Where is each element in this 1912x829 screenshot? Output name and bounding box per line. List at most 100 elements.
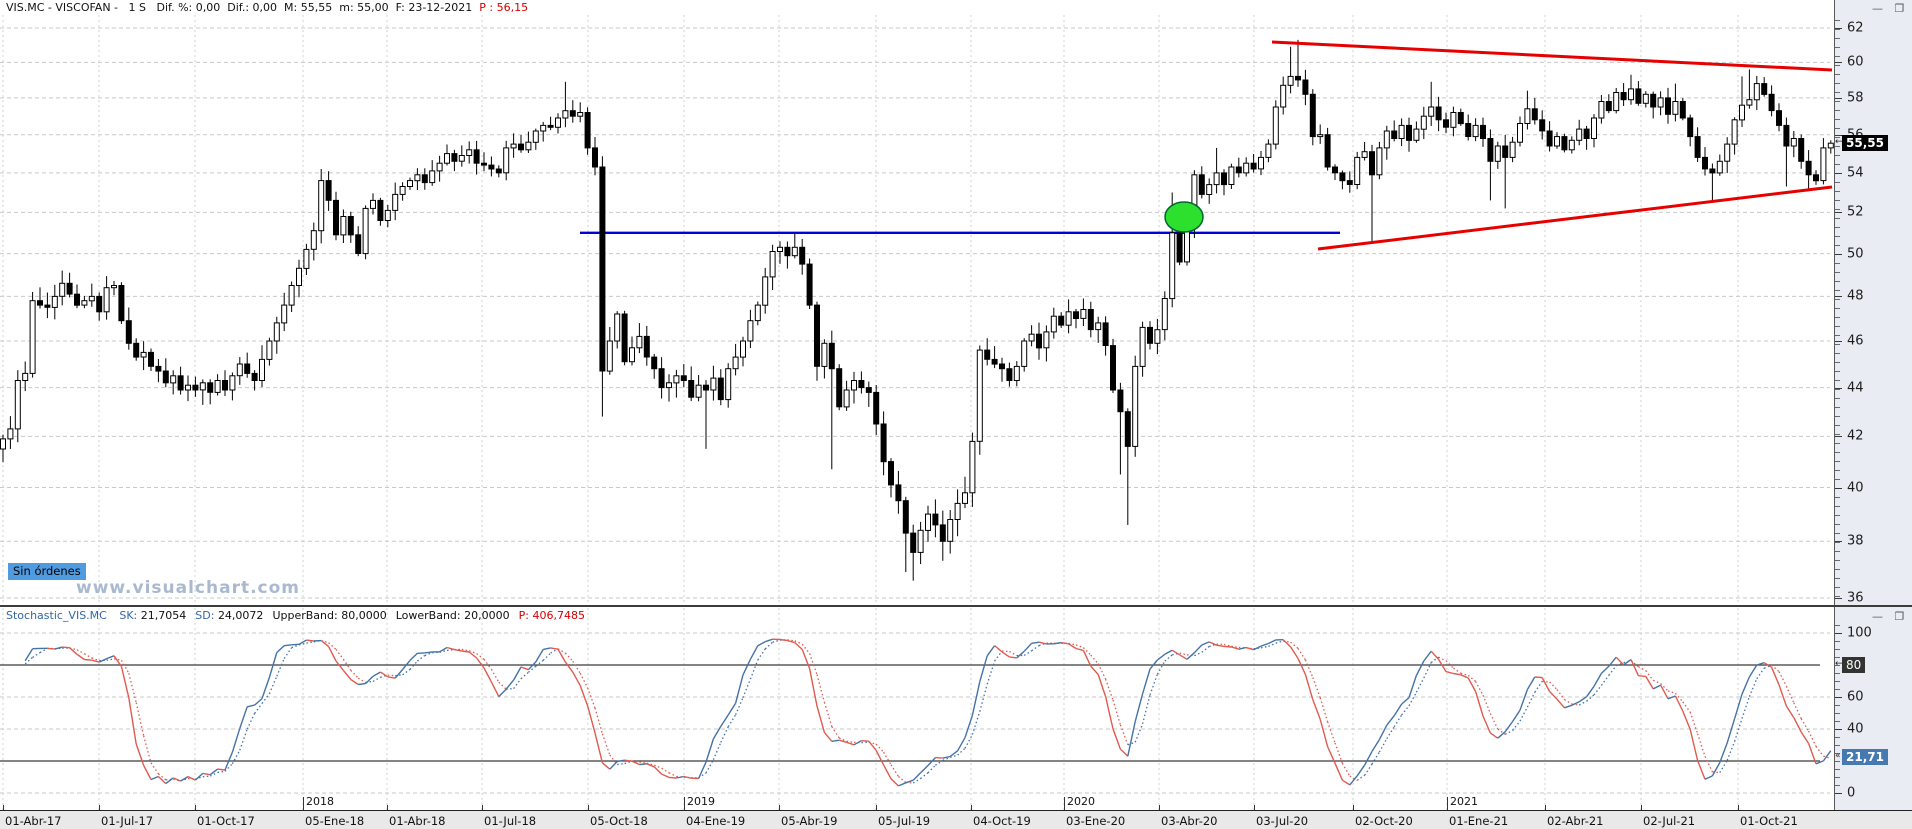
candle-body <box>333 199 339 236</box>
stoch-sd-line <box>1623 659 1632 664</box>
candle-body <box>503 147 510 174</box>
stoch-sd-line <box>527 665 537 673</box>
stoch-sd-line <box>601 733 611 756</box>
stoch-sd-line <box>1800 718 1810 732</box>
stoch-sk-line <box>601 762 611 770</box>
candle-body <box>1272 106 1279 145</box>
minimize-icon[interactable]: — <box>1872 2 1887 15</box>
stoch-sk-line <box>306 639 314 642</box>
stoch-sk-line <box>483 667 493 683</box>
candle-body <box>1021 340 1028 367</box>
maximize-icon[interactable]: ❐ <box>1894 610 1909 623</box>
stoch-sk-line <box>1119 748 1129 757</box>
time-axis[interactable]: 01-Abr-17 01-Jul-17 01-Oct-17 05-Ene-18 01-A… <box>0 810 1912 829</box>
candle-body <box>1110 345 1116 391</box>
stoch-sd-line <box>231 749 241 765</box>
candle-body <box>747 320 754 342</box>
pane-splitter[interactable] <box>0 605 1912 607</box>
candle-body <box>1465 123 1472 137</box>
candle-body <box>281 304 288 324</box>
stoch-sk-line <box>409 652 418 661</box>
candle-body <box>939 524 946 542</box>
candle-body <box>754 304 761 322</box>
stoch-sk-line <box>653 766 663 775</box>
stoch-sd-line <box>787 639 795 642</box>
stoch-sk-line <box>757 641 766 647</box>
candle-body <box>1287 75 1294 86</box>
stoch-sk-line <box>468 651 478 659</box>
stoch-sd-line <box>772 639 781 643</box>
stoch-sk-line <box>1600 665 1610 674</box>
candle-body <box>643 335 650 358</box>
candle-body <box>495 168 502 174</box>
upper-trendline[interactable] <box>1271 40 1833 72</box>
candle-body <box>1702 156 1708 170</box>
stoch-sd-line <box>1194 651 1203 657</box>
candle-body <box>29 300 36 374</box>
candle-body <box>451 153 458 162</box>
candle-body <box>666 382 672 389</box>
stoch-sd-line <box>1097 663 1107 680</box>
stoch-sk-line <box>350 678 359 686</box>
stoch-sk-line <box>1104 696 1114 730</box>
stoch-sk-line <box>1223 645 1232 648</box>
stoch-sk-line <box>697 761 707 779</box>
candle-body <box>592 147 598 168</box>
stoch-sk-line <box>1615 656 1625 666</box>
candle-body <box>347 216 354 236</box>
price-axis-label: 36 <box>1847 590 1864 606</box>
year-tick <box>1064 797 1065 810</box>
candle-body <box>976 349 983 442</box>
highlight-ellipse[interactable] <box>1164 201 1204 233</box>
stoch-sk-line <box>1490 732 1499 739</box>
minimize-icon[interactable]: — <box>1872 610 1887 623</box>
stoch-sk-line <box>1297 658 1307 675</box>
stoch-sd-line <box>535 659 544 667</box>
candle-body <box>1280 84 1287 108</box>
stoch-sd-line <box>1815 746 1824 757</box>
stoch-sd-line <box>1630 660 1639 668</box>
stoch-sk-line <box>1822 750 1832 762</box>
candle-body <box>873 391 880 425</box>
candle-body <box>1302 79 1309 95</box>
candle-body <box>1605 101 1612 112</box>
stoch-sk-line <box>1482 715 1492 734</box>
stoch-sd-line <box>1319 697 1329 722</box>
stoch-sd-line <box>550 648 559 654</box>
candle-body <box>910 532 917 553</box>
candle-body <box>577 112 584 117</box>
candle-body <box>629 347 635 363</box>
lower-trendline[interactable] <box>1317 185 1833 251</box>
price-axis[interactable]: 62605856545250484644424038361006040055,5… <box>1834 0 1912 810</box>
stoch-sk-line <box>1097 674 1107 697</box>
candle-body <box>0 438 6 450</box>
stoch-sd-line <box>986 660 996 685</box>
stoch-sk-line <box>1682 710 1691 730</box>
stoch-sk-line <box>380 671 389 678</box>
stoch-sk-line <box>284 644 292 647</box>
stoch-sk-line <box>1164 649 1173 655</box>
stoch-sd-line <box>890 764 899 777</box>
candle-body <box>1628 88 1634 101</box>
stoch-sk-line <box>1534 676 1543 679</box>
candle-body <box>66 282 73 295</box>
candle-body <box>407 180 413 188</box>
candle-body <box>1080 309 1087 319</box>
stochastic-chart-canvas[interactable] <box>0 608 1834 810</box>
price-chart-canvas[interactable] <box>0 15 1834 605</box>
candle-body <box>1827 142 1834 149</box>
candle-body <box>1546 130 1553 147</box>
date-tick <box>588 805 589 810</box>
stoch-sk-line <box>905 779 914 784</box>
stoch-sd-line <box>1075 644 1084 649</box>
stoch-sd-line <box>1401 705 1410 716</box>
candle-body <box>621 313 628 363</box>
stoch-sk-line <box>476 657 485 669</box>
stoch-sd-line <box>106 658 115 661</box>
candle-body <box>717 377 724 401</box>
date-label: 02-Abr-21 <box>1547 814 1604 828</box>
stoch-sk-line <box>1393 703 1403 717</box>
stoch-sk-line <box>1497 731 1506 739</box>
stoch-sk-line <box>1674 695 1684 712</box>
maximize-icon[interactable]: ❐ <box>1894 2 1909 15</box>
